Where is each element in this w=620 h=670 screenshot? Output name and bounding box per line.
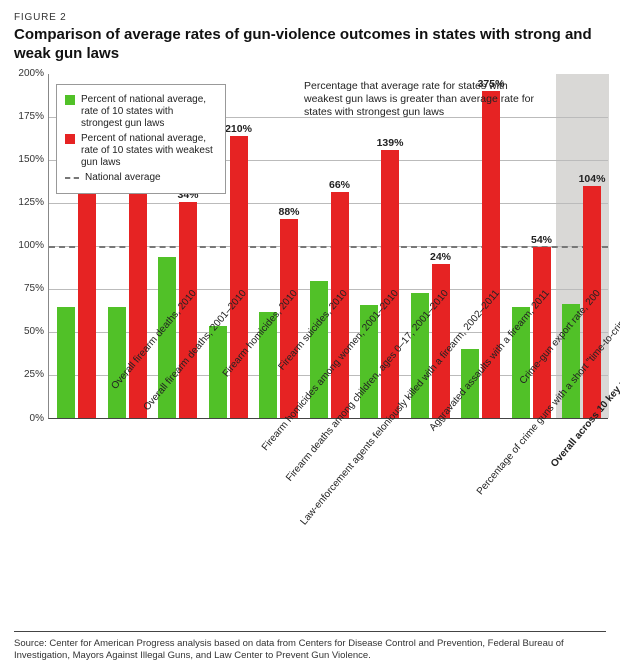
y-tick-label: 175%: [14, 111, 44, 122]
diff-pct-label: 24%: [430, 251, 451, 263]
bar-strong: [108, 307, 126, 417]
y-tick-label: 100%: [14, 240, 44, 251]
legend-swatch-green: [65, 95, 75, 105]
legend-label-weak: Percent of national average, rate of 10 …: [81, 133, 217, 169]
chart: 117%109%34%210%88%66%139%24%375%54%104% …: [14, 74, 608, 589]
figure-container: FIGURE 2 Comparison of average rates of …: [0, 0, 620, 589]
y-tick-label: 0%: [14, 413, 44, 424]
y-tick-label: 125%: [14, 197, 44, 208]
legend-item-avg: National average: [65, 172, 217, 184]
y-tick-label: 50%: [14, 326, 44, 337]
figure-title: Comparison of average rates of gun-viole…: [14, 26, 606, 64]
bar-weak: [381, 150, 399, 417]
y-tick-label: 200%: [14, 68, 44, 79]
diff-pct-label: 104%: [579, 173, 606, 185]
bar-weak: [432, 264, 450, 418]
y-tick-label: 25%: [14, 369, 44, 380]
legend-swatch-red: [65, 134, 75, 144]
diff-pct-label: 66%: [329, 179, 350, 191]
figure-number: FIGURE 2: [14, 12, 606, 23]
legend-swatch-dash: [65, 177, 79, 179]
diff-pct-label: 139%: [377, 137, 404, 149]
legend-box: Percent of national average, rate of 10 …: [56, 84, 226, 194]
bar-weak: [129, 186, 147, 417]
legend-item-strong: Percent of national average, rate of 10 …: [65, 94, 217, 130]
bar-weak: [280, 219, 298, 417]
y-tick-label: 150%: [14, 154, 44, 165]
callout-text: Percentage that average rate for states …: [304, 80, 534, 119]
legend-item-weak: Percent of national average, rate of 10 …: [65, 133, 217, 169]
source-text: Source: Center for American Progress ana…: [14, 631, 606, 662]
legend-label-strong: Percent of national average, rate of 10 …: [81, 94, 217, 130]
diff-pct-label: 88%: [278, 206, 299, 218]
diff-pct-label: 54%: [531, 234, 552, 246]
legend-label-avg: National average: [85, 172, 161, 184]
bar-strong: [57, 307, 75, 417]
y-tick-label: 75%: [14, 283, 44, 294]
x-axis-labels: Overall firearm deaths, 2010Overall fire…: [48, 422, 608, 592]
bar-weak: [78, 179, 96, 417]
bar-weak: [533, 247, 551, 418]
diff-pct-label: 210%: [225, 123, 252, 135]
